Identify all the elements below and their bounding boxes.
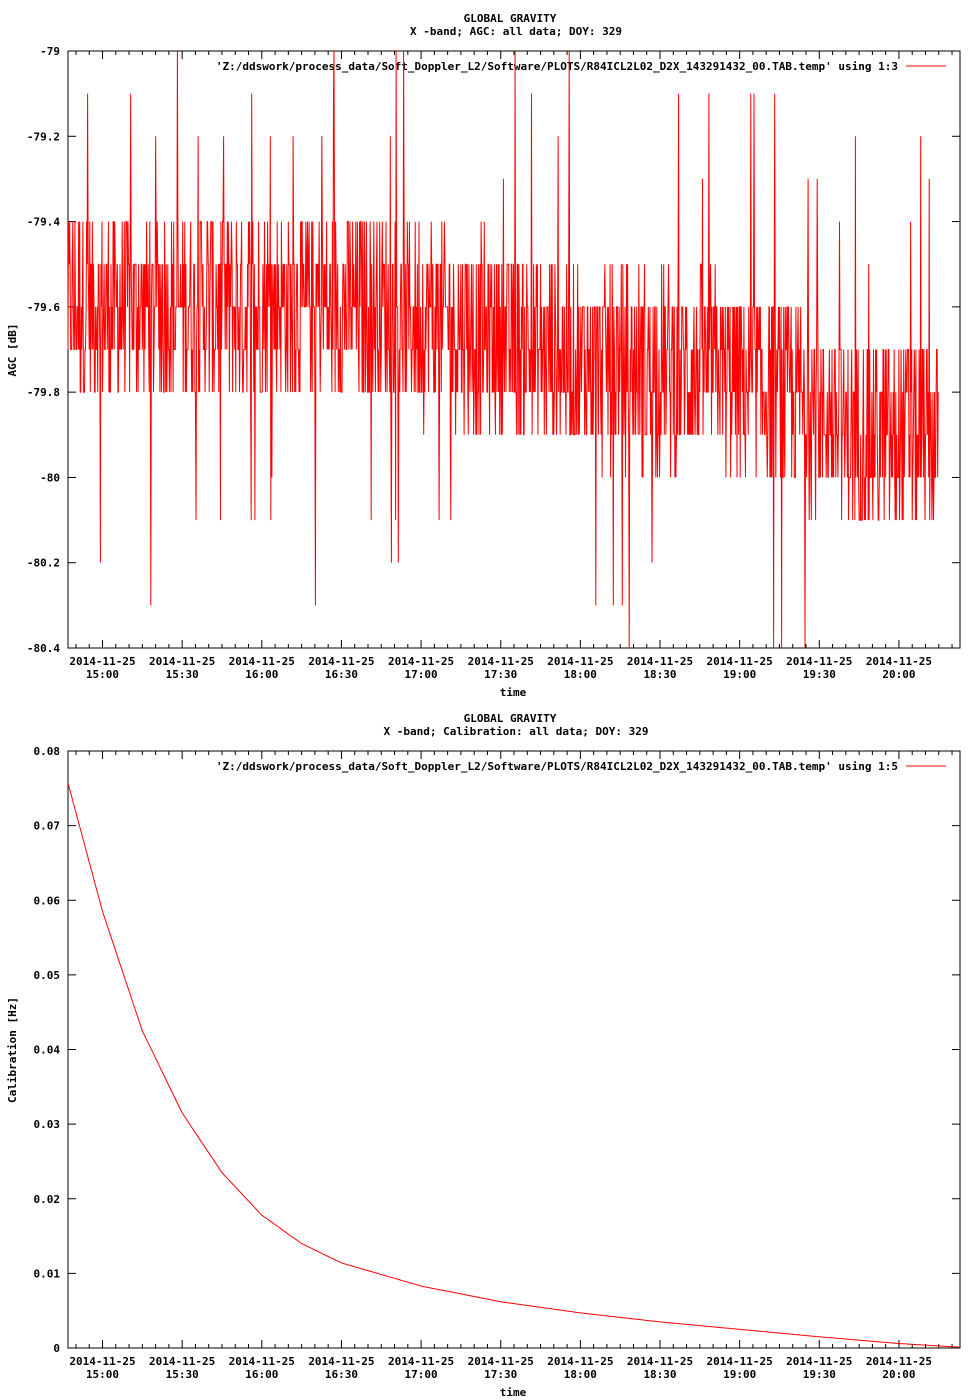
agc-x-ticks: 2014-11-2515:002014-11-2515:302014-11-25… [69,51,953,681]
calibration-chart: GLOBAL GRAVITY X -band; Calibration: all… [6,712,961,1399]
calibration-chart-title: GLOBAL GRAVITY [464,712,557,725]
y-tick-label: -79.8 [27,386,60,399]
x-tick-date-label: 2014-11-25 [229,655,295,668]
calibration-chart-subtitle: X -band; Calibration: all data; DOY: 329 [384,725,649,738]
x-tick-date-label: 2014-11-25 [468,655,534,668]
x-tick-date-label: 2014-11-25 [69,1355,135,1368]
y-tick-label: 0.03 [34,1118,61,1131]
x-tick-date-label: 2014-11-25 [627,1355,693,1368]
x-tick-date-label: 2014-11-25 [308,655,374,668]
x-tick-time-label: 19:00 [723,668,756,681]
agc-y-axis-label: AGC [dB] [6,324,19,377]
x-tick-time-label: 18:30 [643,668,676,681]
x-tick-time-label: 20:00 [882,668,915,681]
calibration-x-axis-label: time [500,1386,527,1399]
calibration-plot-frame [67,750,961,1349]
x-tick-time-label: 16:30 [325,1368,358,1381]
x-tick-time-label: 17:30 [484,668,517,681]
x-tick-date-label: 2014-11-25 [149,655,215,668]
y-tick-label: -80.2 [27,557,60,570]
x-tick-date-label: 2014-11-25 [707,1355,773,1368]
x-tick-date-label: 2014-11-25 [468,1355,534,1368]
x-tick-date-label: 2014-11-25 [149,1355,215,1368]
y-tick-label: -79.4 [27,216,60,229]
x-tick-date-label: 2014-11-25 [707,655,773,668]
y-tick-label: 0.04 [34,1044,61,1057]
x-tick-time-label: 15:30 [166,668,199,681]
x-tick-time-label: 15:00 [86,668,119,681]
x-tick-date-label: 2014-11-25 [547,655,613,668]
x-tick-date-label: 2014-11-25 [627,655,693,668]
x-tick-time-label: 20:00 [882,1368,915,1381]
agc-legend-label: 'Z:/ddswork/process_data/Soft_Doppler_L2… [216,60,898,73]
x-tick-date-label: 2014-11-25 [69,655,135,668]
y-tick-label: -80.4 [27,642,60,655]
x-tick-time-label: 19:00 [723,1368,756,1381]
x-tick-time-label: 16:00 [245,1368,278,1381]
calibration-series-line [67,782,961,1348]
agc-y-ticks: -79 -79.2 -79.4 -79.6 -79.8 -80 -80.2 -80.4 [27,45,960,655]
x-tick-time-label: 17:00 [405,668,438,681]
x-tick-time-label: 18:00 [564,668,597,681]
calibration-x-ticks: 2014-11-2515:002014-11-2515:302014-11-25… [69,751,953,1381]
x-tick-date-label: 2014-11-25 [388,655,454,668]
y-tick-label: 0.07 [34,820,61,833]
x-tick-date-label: 2014-11-25 [308,1355,374,1368]
x-tick-time-label: 16:30 [325,668,358,681]
calibration-y-ticks: 0 0.01 0.02 0.03 0.04 0.05 0.06 0.07 0.08 [34,745,960,1355]
x-tick-date-label: 2014-11-25 [866,1355,932,1368]
y-tick-label: 0 [53,1342,60,1355]
y-tick-label: -79.6 [27,301,60,314]
agc-x-axis-label: time [500,686,527,699]
y-tick-label: 0.05 [34,969,61,982]
y-tick-label: 0.01 [34,1267,61,1280]
x-tick-time-label: 15:30 [166,1368,199,1381]
agc-chart-title: GLOBAL GRAVITY [464,12,557,25]
y-tick-label: -79 [40,45,60,58]
agc-chart: GLOBAL GRAVITY X -band; AGC: all data; D… [6,12,961,699]
agc-series-line [67,50,939,649]
x-tick-date-label: 2014-11-25 [388,1355,454,1368]
x-tick-time-label: 17:00 [405,1368,438,1381]
x-tick-date-label: 2014-11-25 [786,1355,852,1368]
x-tick-date-label: 2014-11-25 [229,1355,295,1368]
x-tick-time-label: 15:00 [86,1368,119,1381]
x-tick-time-label: 16:00 [245,668,278,681]
calibration-legend-label: 'Z:/ddswork/process_data/Soft_Doppler_L2… [216,760,898,773]
y-tick-label: -80 [40,471,60,484]
y-tick-label: -79.2 [27,130,60,143]
x-tick-date-label: 2014-11-25 [547,1355,613,1368]
x-tick-time-label: 18:30 [643,1368,676,1381]
x-tick-date-label: 2014-11-25 [866,655,932,668]
x-tick-time-label: 19:30 [803,668,836,681]
y-tick-label: 0.02 [34,1193,61,1206]
x-tick-time-label: 18:00 [564,1368,597,1381]
x-tick-time-label: 17:30 [484,1368,517,1381]
x-tick-date-label: 2014-11-25 [786,655,852,668]
calibration-y-axis-label: Calibration [Hz] [6,997,19,1103]
x-tick-time-label: 19:30 [803,1368,836,1381]
y-tick-label: 0.06 [34,894,61,907]
agc-chart-subtitle: X -band; AGC: all data; DOY: 329 [410,25,622,38]
y-tick-label: 0.08 [34,745,61,758]
